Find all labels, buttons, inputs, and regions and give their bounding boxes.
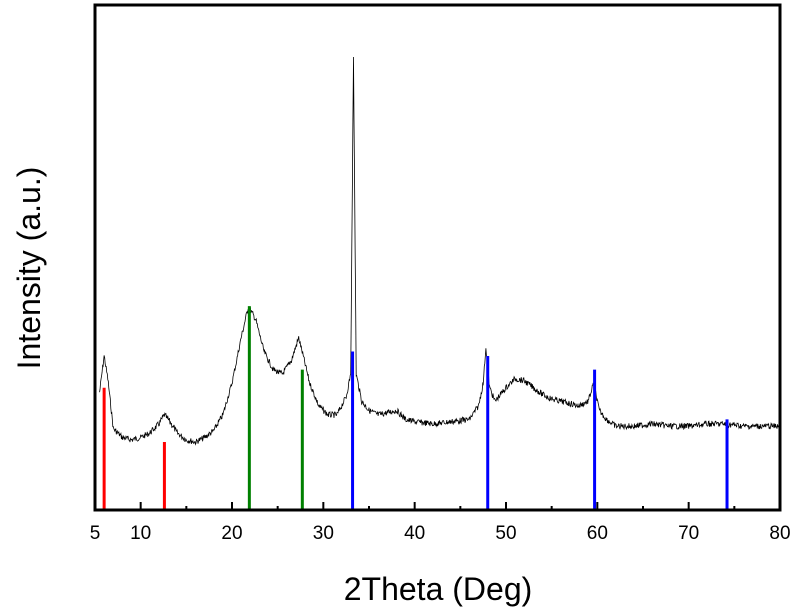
x-axis-ticks: 5 10 20 30 40 50 60 70 80 — [90, 502, 791, 544]
y-axis-title: Intensity (a.u.) — [11, 167, 47, 370]
x-tick-label: 80 — [769, 523, 790, 544]
plot-frame — [93, 3, 782, 512]
x-tick-label: 30 — [313, 523, 334, 544]
x-tick-label: 5 — [90, 523, 101, 544]
x-tick-label: 50 — [495, 523, 516, 544]
series-line — [99, 56, 781, 446]
plot-area — [99, 56, 781, 446]
x-tick-label: 70 — [678, 523, 699, 544]
reference-lines — [102, 306, 729, 510]
x-tick-label: 20 — [221, 523, 242, 544]
x-axis-title: 2Theta (Deg) — [344, 571, 533, 607]
x-tick-label: 10 — [130, 523, 151, 544]
x-tick-label: 40 — [404, 523, 425, 544]
x-tick-label: 60 — [587, 523, 608, 544]
